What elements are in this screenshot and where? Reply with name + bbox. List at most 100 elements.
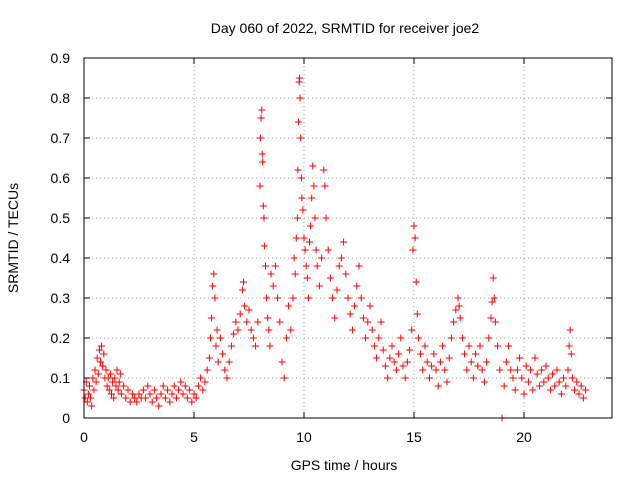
data-point bbox=[238, 286, 246, 294]
data-point bbox=[99, 362, 107, 370]
data-point bbox=[502, 358, 510, 366]
data-point bbox=[301, 246, 309, 254]
data-point bbox=[445, 354, 453, 362]
data-point bbox=[214, 358, 222, 366]
data-point bbox=[507, 366, 515, 374]
y-tick-label: 0.8 bbox=[51, 90, 71, 106]
data-point bbox=[450, 318, 458, 326]
data-point bbox=[303, 274, 311, 282]
data-point bbox=[318, 254, 326, 262]
data-point bbox=[259, 158, 267, 166]
data-point bbox=[388, 342, 396, 350]
data-point bbox=[307, 222, 315, 230]
data-point bbox=[312, 246, 320, 254]
data-point bbox=[299, 206, 307, 214]
data-point bbox=[565, 342, 573, 350]
data-point bbox=[428, 362, 436, 370]
y-tick-label: 0.3 bbox=[51, 290, 71, 306]
data-point bbox=[392, 366, 400, 374]
data-point bbox=[241, 302, 249, 310]
data-point bbox=[83, 398, 91, 406]
data-point bbox=[201, 378, 209, 386]
data-point bbox=[386, 354, 394, 362]
data-point bbox=[221, 366, 229, 374]
data-point bbox=[267, 270, 275, 278]
data-point bbox=[232, 318, 240, 326]
data-point bbox=[434, 382, 442, 390]
data-point bbox=[216, 334, 224, 342]
data-point bbox=[366, 302, 374, 310]
data-point bbox=[362, 334, 370, 342]
data-point bbox=[423, 358, 431, 366]
data-point bbox=[278, 358, 286, 366]
data-point bbox=[113, 366, 121, 374]
data-point bbox=[413, 310, 421, 318]
data-point bbox=[406, 346, 414, 354]
data-point bbox=[290, 254, 298, 262]
data-point bbox=[203, 366, 211, 374]
data-point bbox=[112, 382, 120, 390]
x-tick-label: 20 bbox=[516, 429, 532, 445]
y-tick-label: 0.2 bbox=[51, 330, 71, 346]
data-point bbox=[207, 334, 214, 342]
data-point bbox=[520, 390, 528, 398]
data-point bbox=[485, 334, 493, 342]
data-point bbox=[302, 262, 310, 270]
data-point bbox=[551, 382, 559, 390]
data-point bbox=[292, 234, 300, 242]
data-point bbox=[467, 358, 475, 366]
y-tick-label: 0 bbox=[62, 410, 70, 426]
data-point bbox=[133, 398, 141, 406]
data-point bbox=[472, 350, 480, 358]
data-point bbox=[463, 366, 471, 374]
data-point bbox=[564, 366, 572, 374]
data-point bbox=[571, 386, 579, 394]
data-point bbox=[213, 326, 221, 334]
chart-title: Day 060 of 2022, SRMTID for receiver joe… bbox=[211, 20, 480, 36]
y-tick-label: 0.1 bbox=[51, 370, 71, 386]
data-point bbox=[84, 390, 92, 398]
data-point bbox=[313, 262, 321, 270]
data-point bbox=[190, 390, 198, 398]
data-point bbox=[285, 302, 293, 310]
data-point bbox=[518, 374, 526, 382]
data-point bbox=[95, 346, 103, 354]
data-point bbox=[324, 246, 332, 254]
data-point bbox=[329, 294, 337, 302]
y-tick-label: 0.9 bbox=[51, 50, 71, 66]
data-point bbox=[483, 358, 491, 366]
y-tick-label: 0.6 bbox=[51, 170, 71, 186]
data-point bbox=[115, 378, 123, 386]
data-point bbox=[245, 306, 253, 314]
data-point bbox=[335, 262, 343, 270]
data-point bbox=[265, 326, 273, 334]
data-point bbox=[297, 134, 305, 142]
data-point bbox=[414, 334, 422, 342]
data-point bbox=[359, 314, 367, 322]
data-point bbox=[326, 274, 334, 282]
data-point bbox=[425, 374, 433, 382]
data-point bbox=[168, 390, 176, 398]
data-point bbox=[452, 306, 460, 314]
data-point bbox=[139, 386, 147, 394]
data-point bbox=[505, 342, 513, 350]
data-point bbox=[555, 378, 563, 386]
data-point bbox=[381, 362, 389, 370]
data-point bbox=[103, 382, 111, 390]
data-point bbox=[254, 318, 262, 326]
data-point bbox=[159, 382, 167, 390]
data-point bbox=[175, 386, 183, 394]
data-point bbox=[399, 362, 407, 370]
data-point bbox=[97, 358, 104, 366]
data-point bbox=[511, 386, 519, 394]
data-point bbox=[131, 394, 139, 402]
data-point bbox=[384, 374, 392, 382]
data-point bbox=[276, 318, 284, 326]
data-point bbox=[364, 318, 372, 326]
data-point bbox=[421, 342, 429, 350]
data-point bbox=[353, 282, 361, 290]
data-point bbox=[513, 366, 521, 374]
data-point bbox=[516, 354, 524, 362]
data-point bbox=[447, 334, 455, 342]
y-tick-label: 0.4 bbox=[51, 250, 71, 266]
